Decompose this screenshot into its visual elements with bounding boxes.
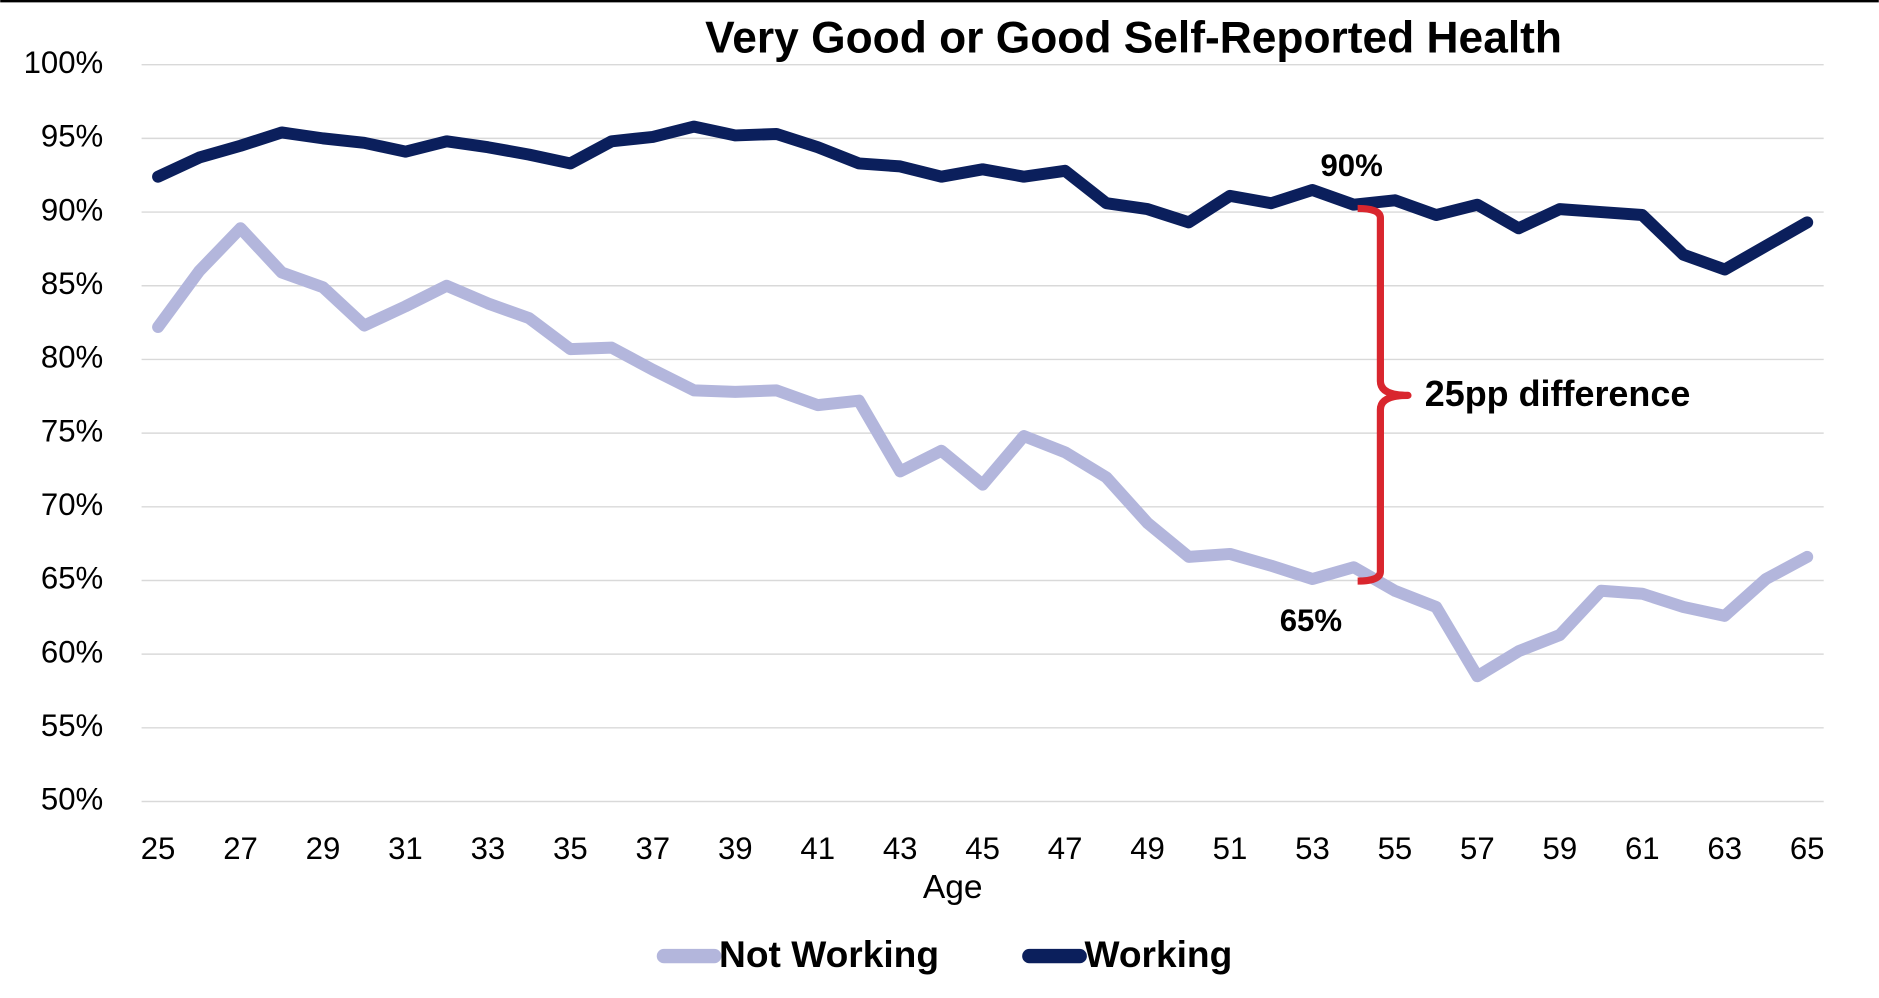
legend-label: Not Working <box>719 933 939 975</box>
y-tick-label: 90% <box>41 192 103 227</box>
y-tick-label: 95% <box>41 119 103 154</box>
y-tick-label: 85% <box>41 266 103 301</box>
y-tick-label: 75% <box>41 413 103 448</box>
annotation: 25pp difference <box>1425 373 1691 414</box>
y-tick-label: 60% <box>41 634 103 669</box>
x-tick-label: 45 <box>965 831 1000 866</box>
x-axis-title: Age <box>923 869 983 906</box>
x-tick-label: 49 <box>1130 831 1165 866</box>
x-tick-label: 35 <box>553 831 588 866</box>
chart-title: Very Good or Good Self-Reported Health <box>705 13 1562 62</box>
x-tick-label: 53 <box>1295 831 1330 866</box>
x-tick-label: 29 <box>306 831 341 866</box>
annotations: 90% 65% 25pp difference <box>1280 148 1691 638</box>
series-line <box>152 222 1814 683</box>
x-tick-label: 59 <box>1543 831 1578 866</box>
x-tick-label: 37 <box>635 831 670 866</box>
x-tick-label: 41 <box>800 831 835 866</box>
y-tick-label: 50% <box>41 782 103 817</box>
lines <box>152 120 1814 683</box>
x-tick-label: 47 <box>1048 831 1083 866</box>
x-tick-label: 31 <box>388 831 423 866</box>
x-tick-label: 55 <box>1378 831 1413 866</box>
annotation: 65% <box>1280 603 1342 638</box>
x-tick-label: 39 <box>718 831 753 866</box>
legend: Not Working Working <box>656 933 1232 975</box>
x-tick-label: 25 <box>141 831 176 866</box>
series-line <box>152 120 1814 276</box>
y-tick-label: 70% <box>41 487 103 522</box>
bracket <box>1357 204 1412 585</box>
legend-label: Working <box>1084 933 1232 975</box>
grid: 50% 55% 60% 65% 70% 75% 80% 85% 90% 95% 100% 25 27 29… <box>24 45 1825 866</box>
x-tick-label: 51 <box>1213 831 1248 866</box>
x-tick-label: 63 <box>1707 831 1742 866</box>
y-tick-label: 80% <box>41 340 103 375</box>
y-tick-label: 100% <box>24 45 104 80</box>
annotation: 90% <box>1320 148 1382 183</box>
x-tick-label: 33 <box>471 831 506 866</box>
x-tick-label: 43 <box>883 831 918 866</box>
y-tick-label: 55% <box>41 708 103 743</box>
y-tick-label: 65% <box>41 561 103 596</box>
x-tick-label: 61 <box>1625 831 1660 866</box>
x-tick-label: 57 <box>1460 831 1495 866</box>
x-tick-label: 65 <box>1790 831 1825 866</box>
x-tick-label: 27 <box>223 831 258 866</box>
